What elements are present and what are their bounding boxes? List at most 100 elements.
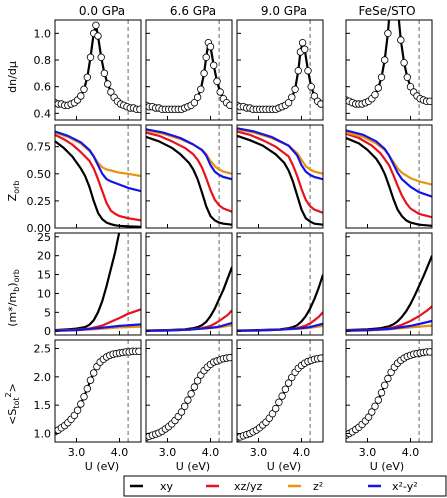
panel-r1-c3-point — [310, 92, 319, 100]
row-label-s2: <Stot2> — [4, 383, 21, 425]
panel-r4-c1-x-tick-label: 3.0 — [68, 446, 86, 459]
panel-r3-c3 — [236, 232, 324, 336]
legend-label-x2y2: x²-y² — [392, 480, 418, 493]
panel-r4-c1-x-tick-label: 4.0 — [111, 446, 129, 459]
panel-r1-c2-point — [197, 85, 205, 93]
panel-r4-c1-plot-area — [55, 347, 141, 436]
panel-r1-c2-point — [190, 98, 199, 107]
panel-r4-c1: 3.0 4.0 1.0 1.5 2.0 2.5 — [34, 339, 142, 459]
panel-r4-c3-series-s2 — [237, 357, 322, 440]
panel-r1-c1-point — [80, 85, 88, 93]
panel-r1-c3-point — [304, 66, 312, 75]
panel-r2-c2-series-xzyz — [146, 131, 232, 213]
panel-r1-c3-series-dn — [237, 41, 322, 111]
panel-r4-c1-point — [80, 393, 88, 401]
panel-r1-c1: 0.4 0.6 0.8 1.0 — [34, 19, 142, 121]
panel-r1-c3-point — [291, 85, 299, 93]
panel-r3-c2-plot-area — [146, 266, 232, 332]
panel-r4-c2-point — [180, 402, 189, 410]
panel-r3-c1-y-tick-label: 25 — [37, 231, 51, 244]
panel-r2-c1-y-tick-label: 0.00 — [27, 222, 52, 235]
panel-r1-c2-plot-area — [146, 39, 232, 113]
panel-r1-c3-plot-area — [237, 39, 323, 113]
panel-r4-c4-x-tick-label: 3.0 — [359, 446, 377, 459]
panel-r4-c3-plot-area — [237, 354, 323, 442]
panel-r1-c2-point — [206, 43, 215, 51]
panel-r3-c2-frame — [145, 232, 233, 336]
panel-r4-c4-point — [374, 396, 382, 404]
panel-r2-c2-series-x2y2 — [146, 128, 232, 181]
panel-r2-c1-series-x2y2 — [55, 130, 141, 193]
panel-r1-c2-point — [202, 53, 210, 61]
panel-r3-c1-y-tick-label: 5 — [44, 306, 51, 319]
panel-r4-c3-point — [317, 354, 323, 362]
panel-r3-c4-plot-area — [346, 255, 432, 332]
panel-r1-c1-point — [92, 21, 100, 29]
panel-r1-c4-point — [371, 90, 379, 99]
panel-r2-c1-series-xzyz — [55, 133, 141, 222]
panel-r4-c1-y-tick-label: 2.5 — [34, 343, 52, 356]
panel-r1-c2-point — [213, 77, 221, 85]
panel-r3-c4-series-xy — [346, 255, 432, 332]
panel-r2-c4 — [345, 124, 433, 229]
panel-r1-c3-point — [284, 98, 293, 107]
panel-r1-c1-frame — [54, 19, 142, 121]
panel-r1-c2-point — [200, 69, 208, 77]
panel-r3-c3-plot-area — [237, 274, 323, 332]
panel-r4-c4-x-tick-label: 4.0 — [402, 446, 420, 459]
panel-r1-c1-point — [100, 69, 109, 77]
panel-r3-c1-plot-area — [55, 233, 141, 332]
panel-r4-c3-x-tick-label: 4.0 — [293, 446, 311, 459]
panel-r4-c2-x-tick-label: 3.0 — [159, 446, 177, 459]
x-label-0: U (eV) — [85, 460, 119, 473]
panel-r4-c1-point — [135, 347, 141, 355]
panel-r1-c1-point — [136, 105, 141, 113]
legend-box — [123, 475, 447, 497]
panel-r2-c3-series-xzyz — [237, 130, 323, 214]
panel-r1-c2-point — [193, 93, 202, 101]
row-label-dn-dmu: dn/dμ — [6, 61, 19, 93]
x-label-3: U (eV) — [370, 460, 404, 473]
panel-r2-c3 — [236, 124, 324, 229]
panel-r2-c3-plot-area — [237, 127, 323, 226]
panel-r4-c4-series-s2 — [346, 350, 430, 437]
panel-r1-c1-y-tick-label: 0.8 — [34, 54, 52, 67]
panel-r4-c1-point — [89, 369, 98, 377]
panel-r1-c3-point — [307, 82, 315, 91]
panel-r3-c1-frame — [54, 232, 142, 336]
panel-r2-c4-plot-area — [346, 129, 432, 227]
panel-r4-c2-point — [187, 390, 195, 398]
legend-label-z2: z² — [313, 480, 323, 493]
column-title-0: 0.0 GPa — [79, 4, 125, 18]
panel-r1-c3-point — [288, 93, 296, 101]
panel-r1-c1-point — [107, 88, 115, 96]
panel-r1-c1-point — [83, 73, 91, 81]
panel-r1-c3-point — [298, 39, 307, 47]
panel-r4-c2-x-tick-label: 4.0 — [202, 446, 220, 459]
panel-r2-c2-frame — [145, 124, 233, 229]
panel-r2-c1-y-tick-label: 0.75 — [27, 141, 52, 154]
panel-r3-c2-series-x2y2 — [146, 321, 232, 332]
panel-r4-c1-frame — [54, 339, 142, 443]
panel-r1-c4-point — [403, 73, 411, 81]
panel-r4-c2-point — [184, 396, 192, 404]
panel-r4-c1-point — [73, 406, 82, 414]
panel-r1-c1-point — [86, 53, 95, 61]
panel-r2-c2-series-xy — [146, 135, 232, 226]
panel-r4-c3: 3.0 4.0 — [236, 339, 324, 459]
panel-r1-c3-point — [301, 45, 309, 53]
panel-r1-c3-frame — [236, 19, 324, 121]
panel-r1-c3-point — [294, 66, 302, 75]
panel-r3-c1-series-x2y2 — [55, 323, 141, 332]
panel-r2-c3-series-x2y2 — [237, 127, 323, 181]
panel-r1-c4-point — [400, 59, 408, 67]
panel-r1-c4 — [345, 19, 433, 121]
panel-r4-c1-point — [86, 376, 95, 384]
panel-r2-c3-frame — [236, 124, 324, 229]
panel-r3-c4-series-x2y2 — [346, 319, 432, 332]
panel-r1-c2-series-dn — [146, 41, 231, 111]
panel-r4-c1-point — [77, 400, 85, 408]
panel-r1-c3-point — [317, 100, 323, 108]
legend-label-xzyz: xz/yz — [234, 480, 262, 493]
panel-r2-c1-frame — [54, 124, 142, 229]
